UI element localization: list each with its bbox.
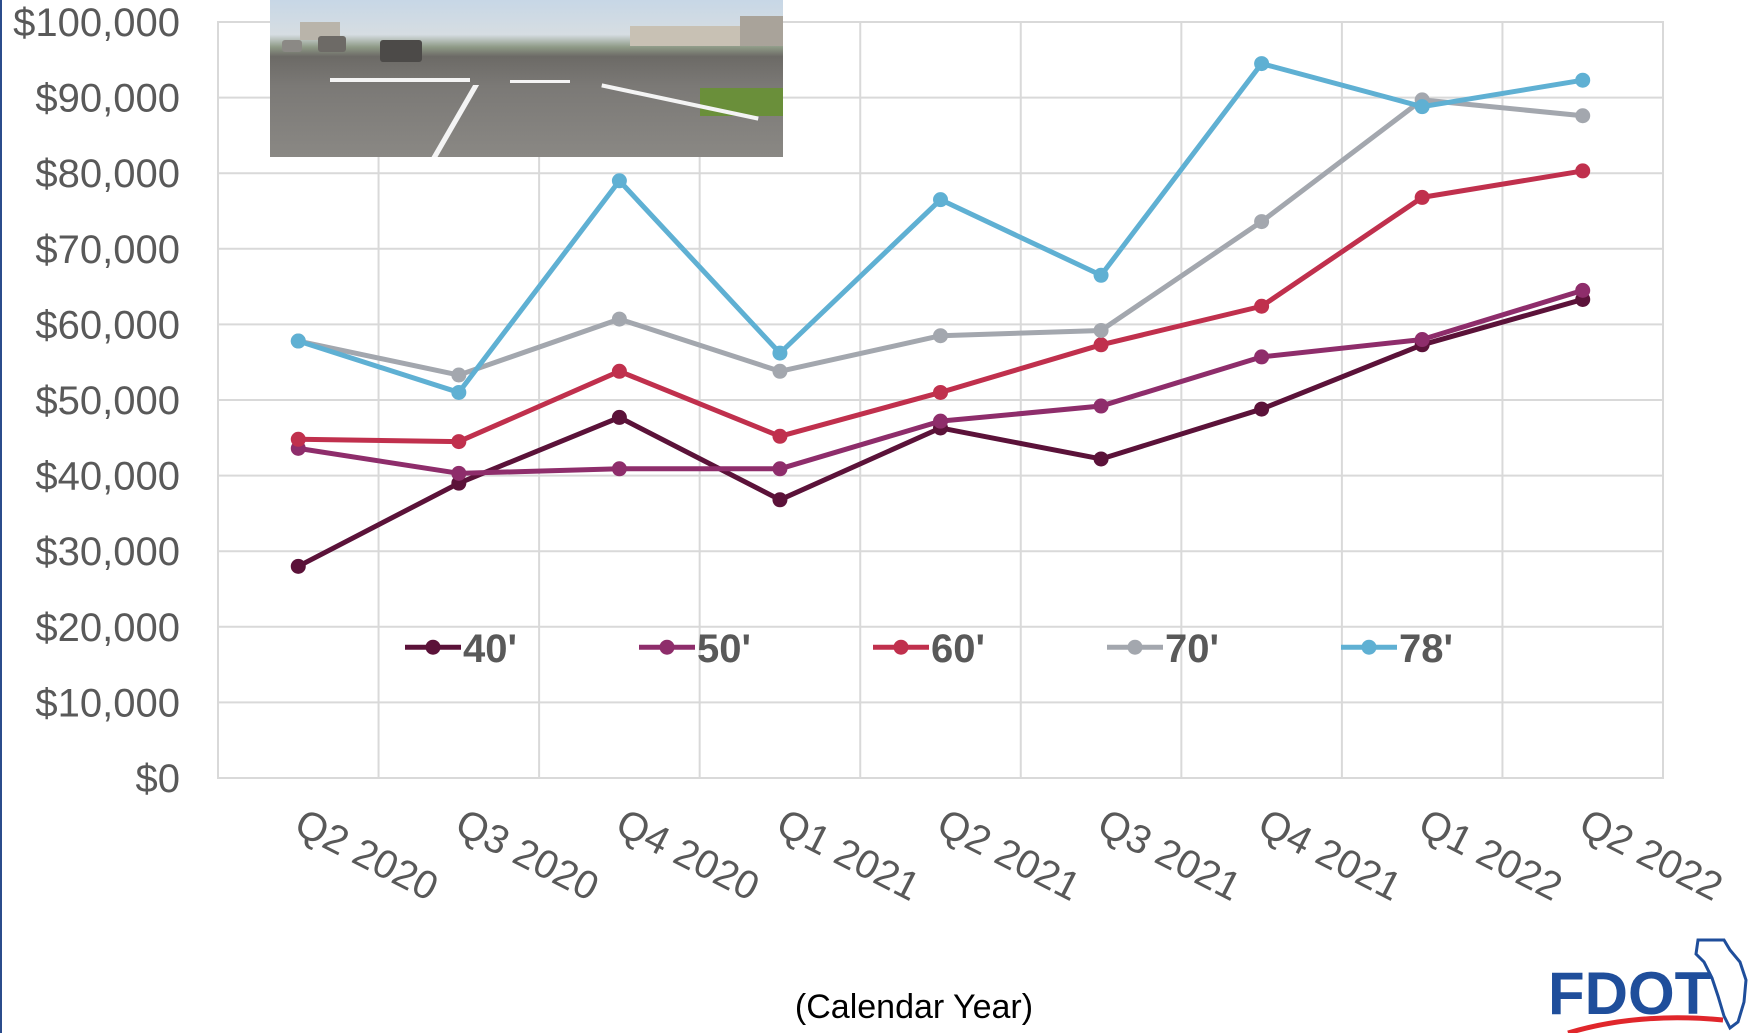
data-point [772,428,788,444]
x-tick-label: Q4 2020 [609,801,766,910]
data-point [1254,298,1270,314]
y-tick-label: $60,000 [35,303,180,347]
x-tick-label: Q3 2021 [1091,801,1248,910]
legend-swatch-marker [893,639,909,655]
data-point [772,461,788,477]
legend-label: 78' [1399,627,1453,671]
y-axis-ticks: $0 $10,000 $20,000 $30,000 $40,000 $50,000 $60… [13,1,180,801]
data-point [933,328,948,344]
legend-swatch-marker [425,639,441,655]
data-point [1575,163,1591,179]
legend-item: 70' [1107,627,1219,671]
data-point [933,384,948,400]
y-tick-label: $20,000 [35,606,180,650]
legend-label: 60' [931,627,985,671]
y-tick-label: $100,000 [13,1,180,45]
data-point [1254,401,1270,417]
data-point [290,431,306,447]
x-tick-label: Q2 2022 [1573,801,1730,910]
legend-label: 70' [1165,627,1219,671]
x-tick-label: Q1 2021 [770,801,927,910]
y-tick-label: $0 [136,757,181,801]
data-point [290,558,306,574]
data-point [1414,99,1430,115]
legend: 40' 50' 60' 70' 78' [405,627,1453,671]
data-point [290,333,306,349]
roadway-photo-icon [270,0,783,157]
data-point [1575,72,1591,88]
data-point [772,492,788,508]
logo-swoosh-icon [1567,1015,1724,1033]
y-tick-label: $80,000 [35,152,180,196]
data-point [611,363,627,379]
plot-frame [217,21,1664,779]
data-point [1414,189,1430,205]
data-point [1254,349,1270,365]
data-point [611,311,627,327]
y-tick-label: $50,000 [35,379,180,423]
series-4 [290,56,1591,400]
data-point [451,465,467,481]
data-point [611,173,627,189]
data-point [1093,398,1109,414]
data-point [772,363,788,379]
series-2 [290,163,1591,450]
legend-item: 60' [873,627,985,671]
data-point [1093,337,1109,353]
data-point [933,192,948,208]
x-axis-ticks: Q2 2020 Q3 2020 Q4 2020 Q1 2021 Q2 2021 Q3 20… [288,801,1729,910]
legend-item: 40' [405,627,517,671]
data-point [1093,267,1109,283]
legend-label: 50' [697,627,751,671]
data-point [1093,451,1109,467]
y-tick-label: $90,000 [35,77,180,121]
florida-outline-icon [1694,938,1748,1031]
slide-edge-rule [0,0,2,1033]
y-tick-label: $30,000 [35,530,180,574]
data-point [611,461,627,477]
legend-item: 78' [1341,627,1453,671]
y-tick-label: $40,000 [35,455,180,499]
legend-label: 40' [463,627,517,671]
data-point [1414,332,1430,348]
data-point [1575,108,1591,124]
x-tick-label: Q2 2021 [930,801,1087,910]
y-tick-label: $10,000 [35,681,180,725]
legend-swatch-marker [1361,639,1377,655]
y-tick-label: $70,000 [35,228,180,272]
data-point [1254,56,1270,72]
data-point [933,413,948,429]
data-point [772,345,788,361]
x-tick-label: Q4 2021 [1252,801,1409,910]
data-point [451,367,467,383]
x-tick-label: Q3 2020 [449,801,606,910]
data-point [451,434,467,450]
series-1 [290,282,1591,481]
legend-item: 50' [639,627,751,671]
data-point [1575,282,1591,298]
fdot-logo: FDOT [1548,938,1748,1033]
data-point [451,384,467,400]
legend-swatch-marker [659,639,675,655]
legend-swatch-marker [1127,639,1143,655]
data-point [611,409,627,425]
plot-border [217,21,1664,779]
data-point [1254,214,1270,230]
series-lines [290,56,1591,574]
data-point [1093,322,1109,338]
x-tick-label: Q1 2022 [1412,801,1569,910]
series-line [297,287,1584,476]
x-tick-label: Q2 2020 [288,801,445,910]
x-axis-title: (Calendar Year) [795,988,1033,1026]
